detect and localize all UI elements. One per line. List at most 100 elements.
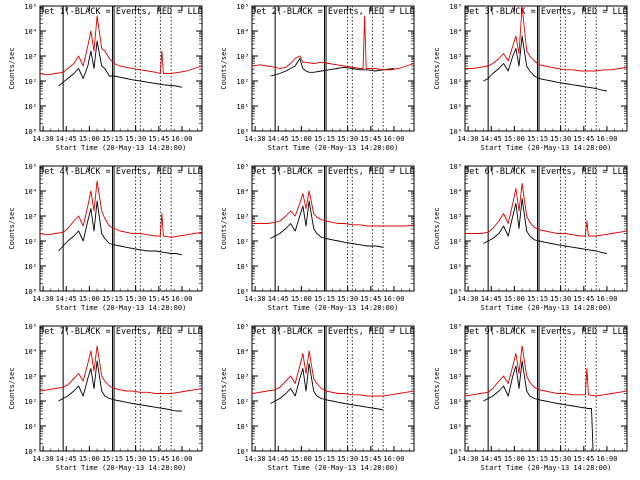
y-tick-label: 10⁴ xyxy=(236,28,249,36)
y-tick-label: 10⁵ xyxy=(24,163,37,171)
plot-frame xyxy=(251,5,415,132)
y-tick-label: 10⁵ xyxy=(24,3,37,11)
x-tick-label: 15:15 xyxy=(527,295,548,303)
y-tick-label: 10⁰ xyxy=(236,288,249,296)
x-tick-label: 15:00 xyxy=(79,135,100,143)
x-tick-label: 15:15 xyxy=(314,455,335,463)
y-axis-label: Counts/sec xyxy=(433,367,441,409)
series-line-lld xyxy=(252,190,415,227)
detector-panel: Det 8(-BLACK = Events, RED = LLD Counts/s… xyxy=(220,323,415,472)
x-tick-label: 14:30 xyxy=(245,295,266,303)
y-tick-label: 10² xyxy=(236,78,249,86)
x-tick-label: 14:45 xyxy=(56,455,77,463)
x-tick-label: 15:00 xyxy=(291,455,312,463)
y-tick-label: 10² xyxy=(449,78,462,86)
series-line-lld xyxy=(465,183,628,237)
y-tick-label: 10¹ xyxy=(236,103,249,111)
x-tick-label: 14:45 xyxy=(481,135,502,143)
y-tick-label: 10¹ xyxy=(449,103,462,111)
x-tick-label: 15:30 xyxy=(337,135,358,143)
x-tick-label: 15:15 xyxy=(527,455,548,463)
x-tick-label: 16:00 xyxy=(171,135,192,143)
x-tick-label: 16:00 xyxy=(596,295,617,303)
y-tick-label: 10³ xyxy=(24,213,37,221)
y-tick-label: 10⁰ xyxy=(24,128,37,136)
y-tick-label: 10⁰ xyxy=(24,448,37,456)
x-tick-label: 14:45 xyxy=(268,455,289,463)
detector-panel: Det 9(-BLACK = Events, RED = LLD Counts/s… xyxy=(433,323,628,472)
y-axis-label: Counts/sec xyxy=(220,367,228,409)
x-axis-label: Start Time (20-May-13 14:28:00) xyxy=(268,304,399,312)
y-tick-label: 10³ xyxy=(449,373,462,381)
series-line-lld xyxy=(39,15,203,76)
y-tick-label: 10³ xyxy=(236,373,249,381)
detector-panel: Det 7(-BLACK = Events, RED = LLD Counts/s… xyxy=(8,323,203,472)
y-tick-label: 10² xyxy=(449,238,462,246)
detector-panel: Det 4(-BLACK = Events, RED = LLD Counts/s… xyxy=(8,163,203,312)
series-line-lld xyxy=(39,180,203,238)
panel-title: Det 1(-BLACK = Events, RED = LLD xyxy=(39,7,203,17)
x-axis-label: Start Time (20-May-13 14:28:00) xyxy=(56,144,187,152)
plot-frame xyxy=(464,165,628,292)
x-tick-label: 14:45 xyxy=(481,455,502,463)
x-axis-label: Start Time (20-May-13 14:28:00) xyxy=(268,144,399,152)
y-axis-label: Counts/sec xyxy=(8,207,16,249)
x-tick-label: 14:30 xyxy=(458,295,479,303)
y-tick-label: 10³ xyxy=(236,53,249,61)
y-tick-label: 10⁵ xyxy=(449,323,462,331)
x-tick-label: 15:45 xyxy=(360,455,381,463)
x-tick-label: 15:30 xyxy=(550,295,571,303)
x-tick-label: 15:00 xyxy=(79,455,100,463)
x-tick-label: 15:00 xyxy=(291,295,312,303)
y-tick-label: 10⁵ xyxy=(449,3,462,11)
y-tick-label: 10³ xyxy=(449,53,462,61)
series-line-events xyxy=(58,40,182,88)
x-tick-label: 15:45 xyxy=(148,455,169,463)
panel-title: Det 9(-BLACK = Events, RED = LLD xyxy=(464,327,628,337)
x-axis-label: Start Time (20-May-13 14:28:00) xyxy=(481,304,612,312)
x-tick-label: 15:00 xyxy=(504,455,525,463)
y-axis-label: Counts/sec xyxy=(220,207,228,249)
y-tick-label: 10¹ xyxy=(449,263,462,271)
y-tick-label: 10⁰ xyxy=(449,448,462,456)
x-tick-label: 14:30 xyxy=(33,135,54,143)
y-tick-label: 10¹ xyxy=(236,263,249,271)
series-line-events xyxy=(270,363,384,411)
x-axis-label: Start Time (20-May-13 14:28:00) xyxy=(268,464,399,472)
y-tick-label: 10² xyxy=(24,78,37,86)
series-line-events xyxy=(58,200,182,256)
panel-title: Det 5(-BLACK = Events, RED = LLD xyxy=(251,167,415,177)
x-tick-label: 15:45 xyxy=(573,135,594,143)
y-tick-label: 10³ xyxy=(236,213,249,221)
x-tick-label: 15:00 xyxy=(504,295,525,303)
x-tick-label: 15:45 xyxy=(360,295,381,303)
y-axis-label: Counts/sec xyxy=(8,367,16,409)
y-tick-label: 10¹ xyxy=(24,103,37,111)
y-tick-label: 10⁵ xyxy=(449,163,462,171)
x-tick-label: 15:15 xyxy=(527,135,548,143)
x-tick-label: 15:30 xyxy=(337,455,358,463)
y-tick-label: 10⁴ xyxy=(24,188,37,196)
x-tick-label: 16:00 xyxy=(171,455,192,463)
plot-frame xyxy=(464,5,628,132)
x-tick-label: 15:00 xyxy=(79,295,100,303)
x-tick-label: 14:30 xyxy=(33,295,54,303)
x-axis-label: Start Time (20-May-13 14:28:00) xyxy=(56,304,187,312)
x-tick-label: 15:45 xyxy=(573,455,594,463)
series-line-events xyxy=(483,198,607,254)
series-line-lld xyxy=(464,345,628,397)
y-tick-label: 10¹ xyxy=(24,263,37,271)
y-tick-label: 10¹ xyxy=(236,423,249,431)
x-tick-label: 14:45 xyxy=(56,295,77,303)
y-axis-label: Counts/sec xyxy=(220,47,228,89)
x-tick-label: 14:45 xyxy=(268,295,289,303)
y-tick-label: 10⁰ xyxy=(449,288,462,296)
x-tick-label: 14:30 xyxy=(245,455,266,463)
x-tick-label: 15:30 xyxy=(550,455,571,463)
y-tick-label: 10⁵ xyxy=(236,3,249,11)
detector-panel: Det 2(-BLACK = Events, RED = LLD Counts/s… xyxy=(220,3,415,152)
plot-frame xyxy=(464,325,628,452)
y-tick-label: 10⁰ xyxy=(236,448,249,456)
y-axis-label: Counts/sec xyxy=(433,207,441,249)
y-tick-label: 10⁴ xyxy=(236,188,249,196)
